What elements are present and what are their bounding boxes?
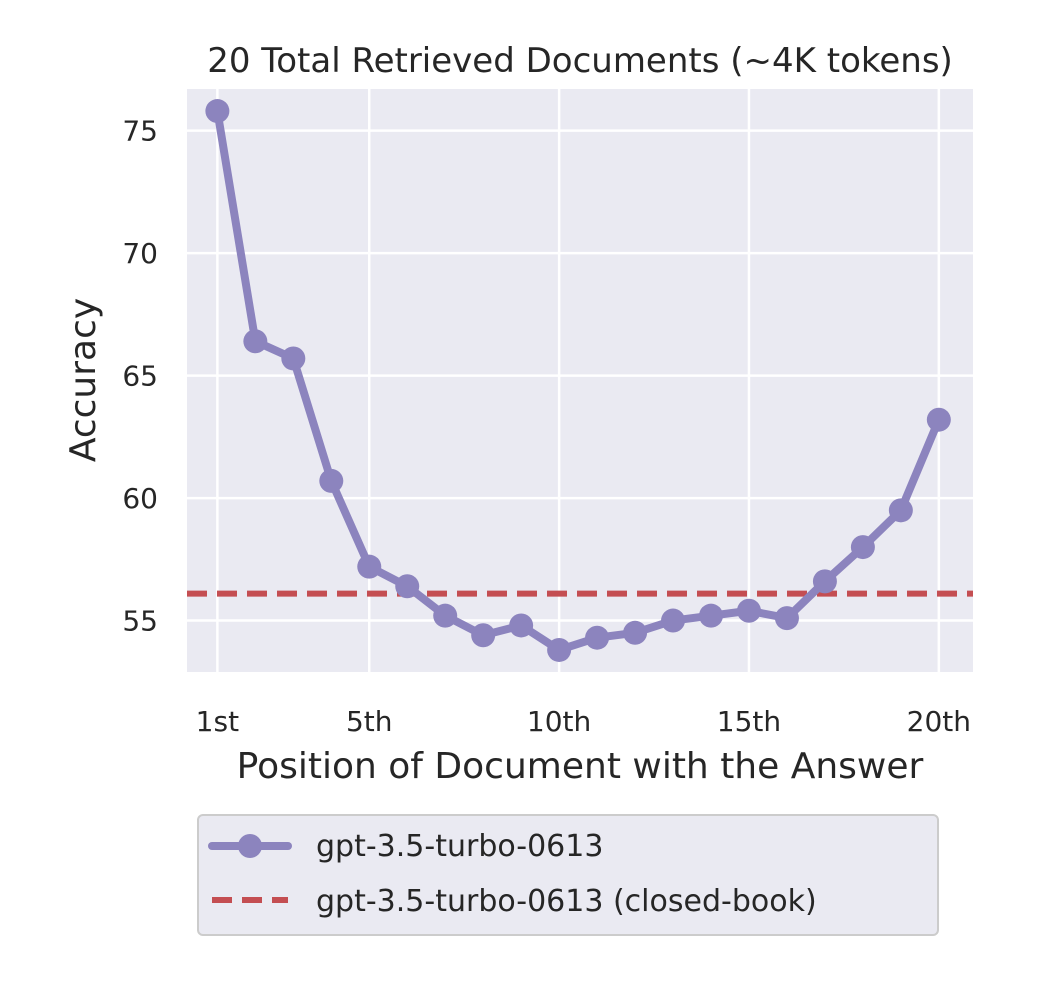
- x-tick-label: 20th: [907, 705, 971, 738]
- data-point: [433, 603, 458, 628]
- data-point: [319, 468, 344, 493]
- chart-title: 20 Total Retrieved Documents (~4K tokens…: [207, 41, 953, 81]
- y-tick-label: 70: [122, 237, 158, 270]
- data-point: [585, 625, 610, 650]
- x-tick-label: 10th: [527, 705, 591, 738]
- data-point: [471, 623, 496, 648]
- data-point: [774, 606, 799, 631]
- x-tick-label: 15th: [717, 705, 781, 738]
- data-point: [661, 608, 686, 633]
- legend: gpt-3.5-turbo-0613 gpt-3.5-turbo-0613 (c…: [197, 814, 939, 936]
- legend-label-series: gpt-3.5-turbo-0613: [316, 829, 603, 864]
- y-axis-label: Accuracy: [63, 298, 104, 462]
- data-point: [623, 620, 648, 645]
- legend-swatch-marker: [238, 834, 262, 858]
- data-point: [509, 613, 534, 638]
- x-tick-labels: 1st 5th 10th 15th 20th: [196, 705, 971, 738]
- data-point: [243, 329, 268, 354]
- data-point: [699, 603, 723, 628]
- plot-area: [187, 89, 973, 672]
- legend-label-closed-book: gpt-3.5-turbo-0613 (closed-book): [316, 884, 817, 919]
- data-point: [888, 498, 913, 523]
- gridlines: [187, 89, 973, 672]
- y-tick-label: 60: [122, 482, 158, 515]
- data-point: [850, 535, 875, 560]
- data-point: [205, 99, 230, 124]
- x-axis-label: Position of Document with the Answer: [237, 746, 924, 787]
- data-point: [395, 574, 420, 599]
- data-point: [926, 407, 951, 432]
- data-point: [357, 554, 382, 579]
- data-point: [547, 637, 572, 662]
- y-tick-label: 75: [122, 115, 158, 148]
- x-tick-label: 5th: [346, 705, 393, 738]
- data-point: [736, 598, 761, 623]
- y-tick-label: 55: [122, 605, 158, 638]
- x-tick-label: 1st: [196, 705, 239, 738]
- data-point: [281, 346, 306, 371]
- y-tick-label: 65: [122, 360, 158, 393]
- y-tick-labels: 55 60 65 70 75: [122, 115, 158, 638]
- legend-frame: [197, 814, 939, 936]
- data-point: [812, 569, 837, 594]
- data-series: [205, 99, 951, 662]
